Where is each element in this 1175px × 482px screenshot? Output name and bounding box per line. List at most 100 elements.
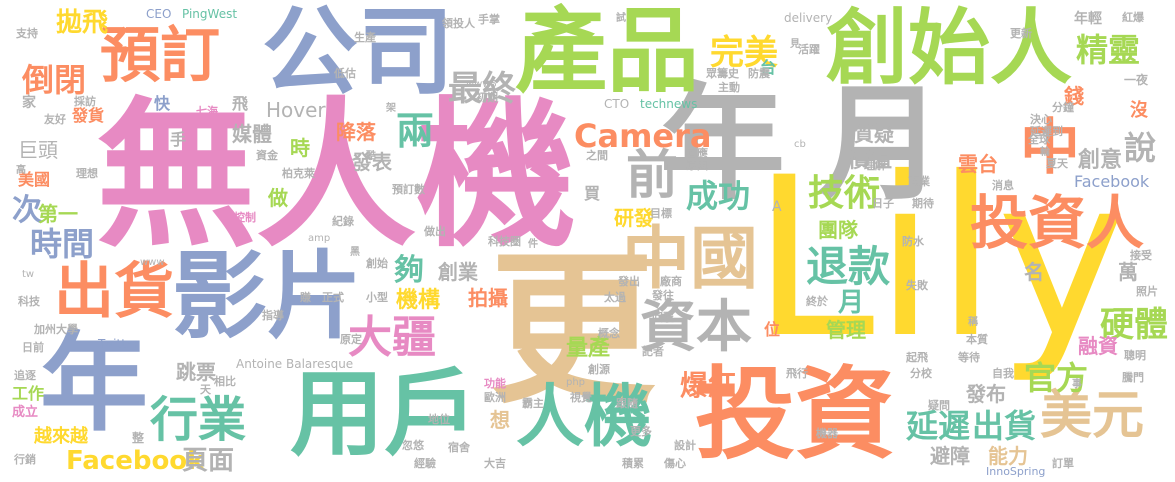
word-chengli: 成立 — [12, 405, 39, 420]
word-tian: 天 — [200, 383, 211, 396]
word-sushe: 宿舍 — [448, 441, 470, 454]
word-fahuo: 發貨 — [72, 106, 105, 125]
word-chuangyi: 創意 — [1078, 148, 1123, 173]
word-zhidao: 指導 — [262, 309, 284, 322]
word-jieshou: 接受 — [1130, 249, 1152, 262]
word-yiye: 一夜 — [1124, 73, 1149, 87]
word-renji: 人機 — [516, 378, 653, 457]
word-baohong: 爆紅 — [680, 369, 737, 402]
word-kuai: 快 — [154, 94, 171, 113]
word-touziren: 投資人 — [970, 189, 1145, 257]
word-jia-shelf: 架 — [386, 103, 396, 114]
word-a: A — [772, 199, 782, 215]
word-tuikuan: 退款 — [806, 242, 891, 291]
word-meiyuan: 美元 — [1040, 386, 1145, 446]
word-chenggong: 成功 — [686, 177, 751, 215]
word-dingdan: 訂單 — [1052, 457, 1074, 470]
word-zijin: 資金 — [256, 149, 278, 162]
word-shangye: 商業 — [908, 175, 930, 188]
word-shouzhang: 手掌 — [478, 13, 500, 26]
word-huyou: 忽悠 — [402, 439, 424, 452]
word-huiying: 回應 — [686, 147, 708, 160]
word-technews: technews — [640, 97, 698, 111]
word-fangshui: 防水 — [902, 235, 924, 248]
word-zhengshi: 正式 — [322, 291, 344, 304]
word-gensui: 跟隨 — [616, 397, 638, 410]
word-lixiang: 理想 — [76, 167, 98, 180]
word-yingpian: 影片 — [172, 242, 363, 352]
word-chuangshiren: 創始人 — [826, 1, 1073, 96]
word-yuntai: 雲台 — [958, 152, 998, 176]
word-huoyue: 活躍 — [798, 43, 820, 56]
word-dengdai: 等待 — [958, 351, 980, 364]
word-nian-left: 年 — [40, 321, 149, 446]
word-php: php — [566, 377, 586, 388]
word-quanqiu: 全球 — [1028, 133, 1050, 146]
word-tai: 台 — [760, 58, 777, 77]
word-yuelaiyue: 越來越 — [34, 426, 88, 447]
word-chuhuo-right: 出貨 — [972, 407, 1037, 445]
word-fenxiao: 分校 — [910, 367, 932, 380]
word-jutou: 巨頭 — [18, 138, 58, 162]
word-gongzuo: 工作 — [12, 384, 45, 403]
word-taiguo: 太過 — [604, 291, 626, 304]
word-hover: Hover — [266, 98, 326, 122]
word-jiangluo: 降落 — [336, 120, 376, 144]
word-jian: 件 — [528, 239, 538, 250]
word-xiatian: 夏天 — [1046, 157, 1068, 170]
word-jilei: 積累 — [622, 457, 644, 470]
word-qihai: 七海 — [196, 105, 218, 118]
word-ziben: 資本 — [640, 295, 752, 360]
word-gongsi: 公司 — [262, 0, 454, 108]
word-rizi: 日子 — [872, 197, 894, 210]
word-jiazhoudaxue: 加州大學 — [34, 323, 78, 336]
word-youhao: 友好 — [44, 113, 66, 126]
word-meiti: 媒體 — [232, 122, 272, 146]
word-shijian: 時間 — [30, 225, 95, 263]
word-bazhu: 霸主 — [522, 397, 544, 410]
word-jingyan: 經驗 — [414, 457, 436, 470]
word-gengduo: 更多 — [630, 425, 652, 438]
word-facebook-yellow: Facebook — [66, 446, 205, 476]
word-shuo: 說 — [1124, 129, 1157, 167]
word-gou: 夠 — [394, 253, 424, 288]
word-lun: 輪 — [1040, 147, 1050, 158]
word-cto: CTO — [604, 97, 630, 111]
word-shi: 時 — [290, 136, 310, 160]
word-yue-green: 月 — [838, 288, 865, 318]
word-wanmei: 完美 — [710, 33, 778, 73]
word-ceo: CEO — [146, 7, 172, 21]
word-lily: Lily — [752, 130, 1128, 386]
word-paishe: 拍攝 — [468, 286, 508, 310]
word-diyi: 第一 — [38, 202, 78, 226]
word-daji: 大吉 — [484, 457, 506, 470]
word-cheng: 稱 — [968, 317, 978, 328]
word-xiaoxi: 消息 — [992, 179, 1014, 192]
word-touzi: 投資 — [695, 356, 895, 473]
word-hongbao: 紅爆 — [1122, 11, 1144, 24]
word-ming: 名 — [1024, 260, 1044, 284]
word-shangxin: 傷心 — [664, 457, 686, 470]
word-wurenji: 無人機 — [96, 82, 577, 269]
word-antoine: Antoine Balaresque — [236, 357, 354, 371]
word-fachu: 發出 — [618, 275, 640, 288]
word-zuochu: 做出 — [424, 225, 446, 238]
word-facebook-slate: Facebook — [1074, 172, 1150, 191]
word-yonghu: 用戶 — [290, 360, 479, 469]
word-rongzi: 融資 — [1078, 334, 1118, 358]
word-yemian: 頁面 — [182, 446, 235, 476]
word-ouzhou: 歐洲 — [484, 391, 506, 404]
word-zhudong: 主動 — [718, 81, 740, 94]
word-tengmen: 騰門 — [1122, 371, 1144, 384]
word-yanfa: 研發 — [614, 206, 654, 230]
word-geng: 更 — [490, 234, 655, 426]
word-chuhuo-left: 出貨 — [54, 257, 174, 327]
word-paofei: 拋飛 — [56, 8, 109, 38]
word-gongneng: 功能 — [484, 377, 506, 390]
word-xiang: 想 — [490, 408, 510, 432]
word-jilu: 紀錄 — [332, 215, 354, 228]
word-meiguo: 美國 — [18, 170, 51, 189]
word-zhongguo: 中國 — [622, 220, 759, 299]
word-jian-see: 見 — [790, 39, 800, 50]
